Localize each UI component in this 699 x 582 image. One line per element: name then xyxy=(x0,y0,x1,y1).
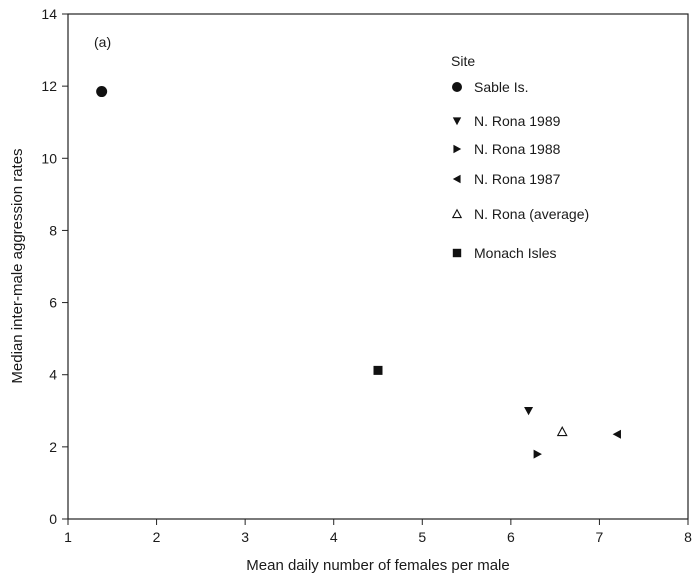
y-tick-label: 12 xyxy=(41,78,57,94)
legend-marker xyxy=(451,208,463,219)
x-tick-label: 1 xyxy=(64,529,72,545)
data-points xyxy=(96,86,621,459)
legend-marker xyxy=(453,144,462,154)
x-tick-label: 4 xyxy=(330,529,338,545)
plot-frame xyxy=(67,13,689,520)
data-point xyxy=(612,429,621,439)
x-axis-label: Mean daily number of females per male xyxy=(246,557,509,574)
y-tick-label: 2 xyxy=(49,439,57,455)
x-tick-label: 6 xyxy=(507,529,515,545)
legend-label: Sable Is. xyxy=(474,79,528,95)
x-tick-label: 7 xyxy=(596,529,604,545)
legend-marker xyxy=(452,174,461,184)
x-tick-label: 5 xyxy=(418,529,426,545)
data-point xyxy=(524,406,534,416)
x-tick-label: 3 xyxy=(241,529,249,545)
data-point xyxy=(373,365,383,375)
legend-marker xyxy=(452,248,462,258)
data-point xyxy=(556,426,568,437)
legend-label: N. Rona 1989 xyxy=(474,113,561,129)
legend-marker xyxy=(452,82,462,92)
y-tick-label: 0 xyxy=(49,511,57,527)
y-tick-label: 8 xyxy=(49,222,57,238)
legend-title: Site xyxy=(451,53,475,69)
legend-marker xyxy=(452,117,462,126)
y-tick-label: 14 xyxy=(41,6,57,22)
y-tick-label: 4 xyxy=(49,367,57,383)
y-tick-label: 6 xyxy=(49,295,57,311)
y-axis-label: Median inter-male aggression rates xyxy=(9,148,26,383)
axis-ticks xyxy=(62,13,689,525)
data-point xyxy=(533,449,542,459)
x-tick-label: 8 xyxy=(684,529,692,545)
legend-label: Monach Isles xyxy=(474,245,556,261)
data-point xyxy=(96,86,108,98)
legend-label: N. Rona (average) xyxy=(474,206,589,222)
panel-label: (a) xyxy=(94,34,111,50)
x-tick-label: 2 xyxy=(153,529,161,545)
legend-label: N. Rona 1987 xyxy=(474,171,561,187)
legend-label: N. Rona 1988 xyxy=(474,141,561,157)
y-tick-label: 10 xyxy=(41,150,57,166)
legend: Site Sable Is. N. Rona 1989 N. Rona 1988 N.… xyxy=(451,53,589,261)
